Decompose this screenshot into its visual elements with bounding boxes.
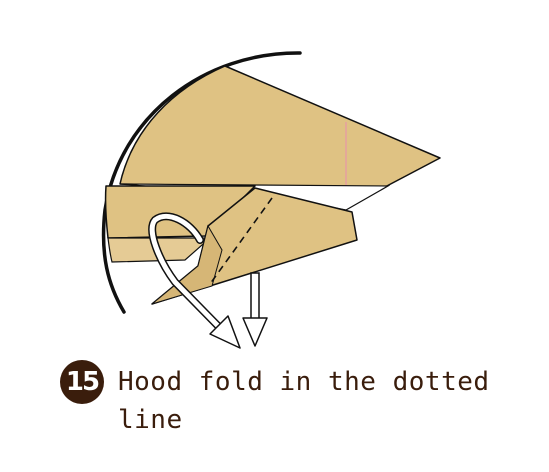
instruction-line-1: Hood fold in the dotted <box>118 367 490 397</box>
curved-arrow-head <box>209 315 241 349</box>
instruction-text: Hood fold in the dotted line <box>118 363 518 439</box>
hood-curve-outline <box>101 51 302 314</box>
step-number: 15 <box>65 367 100 397</box>
hood-flap-shade <box>151 224 223 305</box>
dotted-fold-line <box>209 197 273 285</box>
down-arrow-shaft <box>250 272 260 324</box>
lower-body <box>104 185 256 239</box>
curved-fold-arrow-inner <box>149 213 225 333</box>
step-number-badge: 15 <box>60 360 104 404</box>
down-arrow-head <box>242 317 268 347</box>
instruction-line-2: line <box>118 405 183 435</box>
